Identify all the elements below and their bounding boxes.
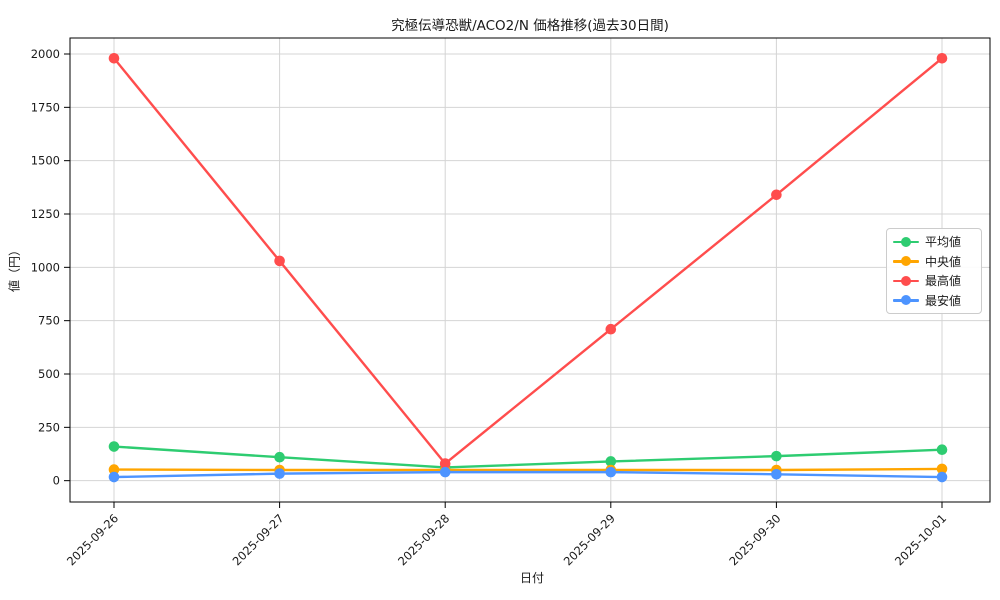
data-point	[439, 466, 451, 478]
plot-border	[69, 37, 991, 503]
series-line	[113, 445, 943, 469]
y-tick-label: 1250	[31, 207, 60, 221]
x-tick-label: 2025-09-28	[395, 511, 452, 568]
y-tick-label: 1750	[31, 100, 60, 114]
data-point	[771, 450, 782, 462]
y-tick-label: 0	[53, 474, 60, 488]
series-line	[113, 470, 943, 479]
data-point	[936, 463, 948, 475]
y-axis-label: 値（円）	[7, 243, 22, 293]
y-tick-label: 1500	[31, 154, 60, 168]
x-axis-label: 日付	[519, 571, 545, 585]
legend-item-max: 最高値	[893, 272, 975, 289]
x-tick-label: 2025-09-30	[726, 511, 783, 568]
x-tick-label: 2025-10-01	[892, 511, 949, 568]
legend-item-median: 中央値	[893, 253, 975, 270]
x-tick-label: 2025-09-26	[64, 511, 121, 568]
legend: 平均値 中央値 最高値 最安値	[886, 228, 982, 314]
legend-label: 最高値	[925, 274, 962, 289]
data-point	[108, 471, 120, 483]
data-point	[108, 52, 120, 64]
average-line-marker-icon	[893, 236, 919, 247]
data-point	[936, 444, 948, 456]
series-line	[113, 57, 943, 465]
data-point	[605, 466, 617, 478]
y-tick-label: 250	[38, 420, 60, 434]
data-point	[771, 189, 782, 201]
median-line-marker-icon	[893, 256, 919, 267]
legend-item-average: 平均値	[893, 233, 975, 250]
y-tick-label: 2000	[31, 47, 60, 61]
data-point	[605, 456, 617, 467]
data-point	[108, 464, 120, 475]
data-point	[274, 255, 285, 267]
data-point	[936, 52, 948, 64]
data-point	[108, 441, 120, 452]
data-point	[605, 323, 617, 335]
min-line-marker-icon	[893, 295, 919, 306]
y-tick-label: 1000	[31, 260, 60, 274]
y-tick-label: 750	[38, 314, 60, 328]
data-point	[439, 458, 451, 469]
data-point	[274, 451, 285, 463]
x-tick-label: 2025-09-27	[230, 511, 287, 568]
data-point	[274, 468, 285, 479]
legend-label: 中央値	[925, 254, 962, 269]
max-line-marker-icon	[893, 275, 919, 286]
data-point	[936, 471, 948, 483]
series-line	[113, 467, 943, 472]
x-tick-label: 2025-09-29	[561, 511, 618, 568]
data-point	[771, 468, 782, 480]
legend-label: 最安値	[925, 293, 962, 308]
legend-label: 平均値	[925, 235, 962, 250]
legend-item-min: 最安値	[893, 292, 975, 309]
chart-title: 究極伝導恐獣/ACO2/N 価格推移(過去30日間)	[391, 18, 669, 34]
y-tick-label: 500	[38, 367, 60, 381]
